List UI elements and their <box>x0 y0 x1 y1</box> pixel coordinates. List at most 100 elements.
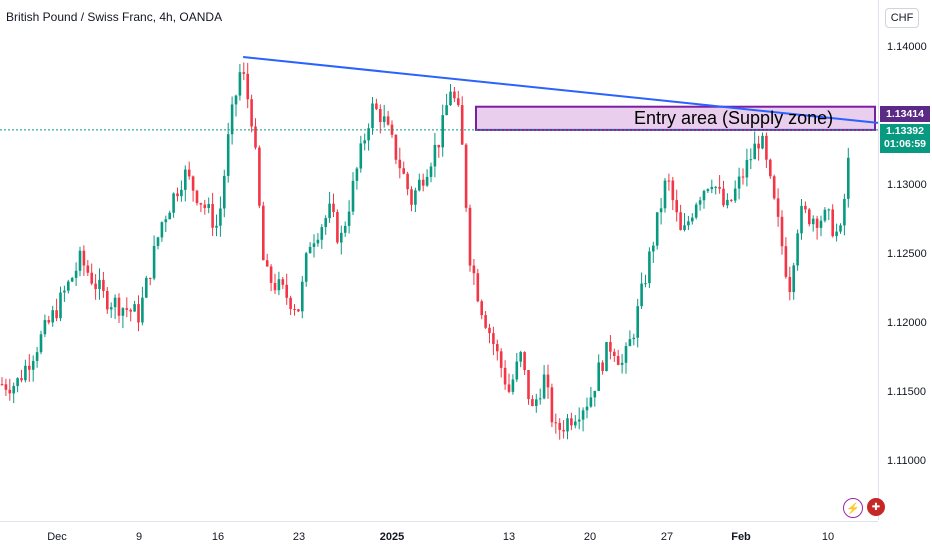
candle-body-205 <box>800 205 803 234</box>
uk-flag-icon[interactable]: ✚ <box>867 498 885 516</box>
candle-body-102 <box>398 159 402 169</box>
candle-body-177 <box>691 217 694 222</box>
candle-body-195 <box>761 135 764 149</box>
candle-body-103 <box>402 168 405 174</box>
candle-body-124 <box>484 315 487 328</box>
candle-body-95 <box>371 103 374 129</box>
candle-body-14 <box>55 310 58 319</box>
candle-body-113 <box>441 115 444 148</box>
candle-body-192 <box>749 159 753 161</box>
candle-body-110 <box>429 166 433 177</box>
candle-body-178 <box>694 204 698 218</box>
candle-body-190 <box>741 176 745 178</box>
candle-body-160 <box>624 346 628 363</box>
candle-body-166 <box>648 251 651 284</box>
candle-body-39 <box>152 245 156 279</box>
candle-body-176 <box>687 221 690 226</box>
candle-body-96 <box>375 103 378 110</box>
candle-body-69 <box>269 266 273 283</box>
candle-body-117 <box>457 98 460 106</box>
candle-body-50 <box>195 190 199 204</box>
candle-body-173 <box>675 200 678 213</box>
candle-body-74 <box>289 297 292 310</box>
candle-body-162 <box>632 337 636 340</box>
candle-body-43 <box>168 212 171 220</box>
candle-body-52 <box>203 204 207 208</box>
lightning-icon[interactable]: ⚡ <box>843 498 863 518</box>
price-axis[interactable] <box>878 0 932 520</box>
candle-body-46 <box>180 189 183 197</box>
candle-body-175 <box>683 225 686 231</box>
candle-body-167 <box>652 245 655 252</box>
candle-body-75 <box>293 309 296 311</box>
candle-body-213 <box>831 209 834 237</box>
candle-body-70 <box>273 282 277 291</box>
candle-body-7 <box>28 365 31 370</box>
last-price-value: 1.13392 <box>886 124 924 137</box>
candle-body-12 <box>47 320 51 323</box>
candle-body-73 <box>285 284 288 298</box>
candle-body-143 <box>558 422 561 430</box>
candle-body-185 <box>722 188 725 206</box>
candle-body-197 <box>769 159 772 177</box>
candle-body-104 <box>406 173 409 190</box>
candle-body-40 <box>156 237 160 246</box>
candle-body-133 <box>519 352 522 362</box>
candle-body-168 <box>655 212 659 246</box>
candle-body-212 <box>827 209 831 211</box>
candle-body-41 <box>160 222 164 238</box>
last-price-tag: 1.13392 01:06:59 <box>880 123 930 153</box>
candle-body-184 <box>718 186 721 189</box>
currency-badge[interactable]: CHF <box>885 8 919 28</box>
candle-body-149 <box>581 410 585 420</box>
candle-body-132 <box>515 361 519 380</box>
candle-body-18 <box>70 277 74 282</box>
candle-body-34 <box>133 304 136 312</box>
candle-body-29 <box>113 297 117 308</box>
candle-body-91 <box>355 168 359 181</box>
candle-body-51 <box>199 203 203 205</box>
candle-body-93 <box>363 140 366 144</box>
candle-body-6 <box>24 365 27 381</box>
candle-body-19 <box>74 270 78 278</box>
candle-body-211 <box>823 209 827 221</box>
candle-body-201 <box>784 246 788 277</box>
candle-body-76 <box>297 309 300 312</box>
candle-body-89 <box>347 211 351 226</box>
candle-body-8 <box>31 360 35 370</box>
candle-body-123 <box>480 301 483 316</box>
candle-body-202 <box>788 276 792 293</box>
candle-body-31 <box>121 308 125 316</box>
candle-body-172 <box>671 180 675 201</box>
candle-body-120 <box>468 207 472 266</box>
candle-body-157 <box>613 351 616 357</box>
candle-body-28 <box>109 307 113 310</box>
candle-body-20 <box>78 250 82 271</box>
candle-body-9 <box>35 352 39 361</box>
candle-body-49 <box>191 176 195 191</box>
candle-body-183 <box>714 186 717 188</box>
candle-body-204 <box>796 233 799 266</box>
candle-body-186 <box>726 199 729 206</box>
candle-body-15 <box>59 292 62 319</box>
candle-body-158 <box>616 356 620 365</box>
candle-body-194 <box>757 143 760 149</box>
candle-body-207 <box>808 209 811 225</box>
candle-body-62 <box>242 72 246 74</box>
candle-body-138 <box>538 398 542 400</box>
candle-body-56 <box>219 208 222 226</box>
candle-body-196 <box>765 135 768 160</box>
candle-body-17 <box>67 281 70 291</box>
candle-body-30 <box>117 297 121 316</box>
candle-body-179 <box>698 200 702 205</box>
candle-body-85 <box>332 203 335 213</box>
time-axis[interactable] <box>0 521 878 551</box>
candle-body-136 <box>531 399 534 406</box>
candle-body-42 <box>164 219 168 223</box>
candle-body-67 <box>262 205 265 261</box>
candle-body-127 <box>496 344 499 352</box>
candle-body-33 <box>129 309 132 312</box>
candle-body-71 <box>277 279 281 291</box>
